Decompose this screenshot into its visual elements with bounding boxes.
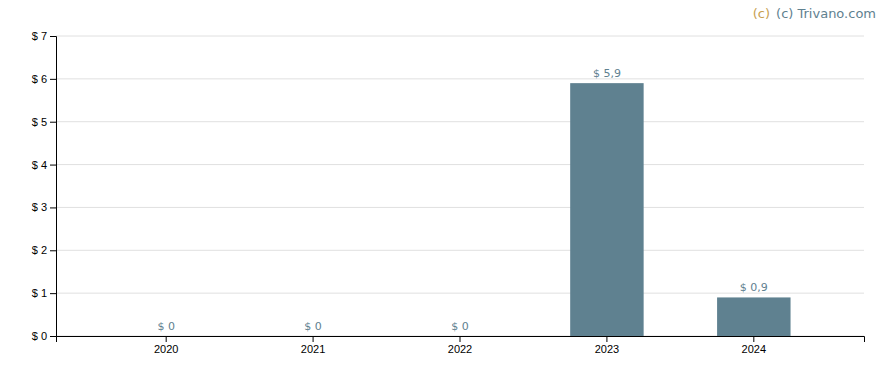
annotations: (c) Trivano.com (c) <box>753 6 876 21</box>
x-tick: 2023 <box>595 336 619 355</box>
y-tick-mark <box>50 79 56 80</box>
y-axis: $ 0 $ 1 $ 2 $ 3 $ 4 $ 5 $ 6 $ 7 <box>32 30 57 342</box>
bar <box>423 336 496 337</box>
grid-line <box>56 164 864 165</box>
x-tick: 2024 <box>742 336 766 355</box>
y-tick-label: $ 6 <box>32 73 47 85</box>
bar <box>717 297 790 336</box>
bars <box>570 83 790 336</box>
y-tick-mark <box>50 293 56 294</box>
bar <box>129 336 202 337</box>
y-tick-mark <box>50 165 56 166</box>
grid-line <box>56 78 864 79</box>
x-tick-mark <box>460 336 461 342</box>
x-tick-mark <box>753 336 754 342</box>
y-tick-mark <box>50 207 56 208</box>
plot-area: $ 0 $ 1 $ 2 $ 3 $ 4 $ 5 $ 6 $ 7 2020 2021 2022 2023… <box>32 30 865 355</box>
x-tick: 2022 <box>448 336 472 355</box>
y-tick-label: $ 1 <box>32 287 47 299</box>
y-tick-label: $ 7 <box>32 30 47 42</box>
y-tick-mark <box>50 122 56 123</box>
y-tick-label: $ 4 <box>32 159 47 171</box>
data-label: $ 0 <box>157 320 175 333</box>
watermark: (c) Trivano.com <box>776 6 876 21</box>
bar <box>570 83 643 336</box>
x-tick-mark <box>606 336 607 342</box>
y-tick: $ 3 <box>32 201 56 213</box>
data-labels: $ 0 $ 0 $ 0 $ 5,9 $ 0,9 <box>157 67 767 333</box>
y-tick-label: $ 0 <box>32 330 47 342</box>
grid-line <box>56 207 864 208</box>
y-tick-mark <box>50 36 56 37</box>
watermark: (c) <box>753 6 770 21</box>
data-label: $ 0 <box>451 320 469 333</box>
x-tick-label: 2024 <box>742 343 766 355</box>
y-tick: $ 0 <box>32 330 56 342</box>
y-tick: $ 2 <box>32 244 56 256</box>
y-tick-mark <box>50 250 56 251</box>
x-axis: 2020 2021 2022 2023 2024 <box>57 336 865 355</box>
x-tick-label: 2020 <box>154 343 178 355</box>
grid-line <box>56 250 864 251</box>
x-tick-label: 2022 <box>448 343 472 355</box>
y-tick: $ 4 <box>32 159 56 171</box>
y-tick: $ 6 <box>32 73 56 85</box>
bar <box>276 336 349 337</box>
grid-line <box>56 121 864 122</box>
y-tick: $ 1 <box>32 287 56 299</box>
y-tick-mark <box>50 336 56 337</box>
x-tick-label: 2023 <box>595 343 619 355</box>
chart: $ 0 $ 1 $ 2 $ 3 $ 4 $ 5 $ 6 $ 7 2020 2021 2022 2023… <box>0 0 888 370</box>
y-axis-line <box>50 37 57 337</box>
data-label: $ 0,9 <box>740 281 768 294</box>
y-tick: $ 5 <box>32 116 56 128</box>
grid-line <box>56 36 864 37</box>
x-tick-mark <box>166 336 167 342</box>
y-tick-label: $ 2 <box>32 244 47 256</box>
x-axis-line <box>57 337 865 343</box>
grid <box>56 36 864 336</box>
y-tick: $ 7 <box>32 30 56 42</box>
x-tick-label: 2021 <box>301 343 325 355</box>
y-tick-label: $ 3 <box>32 201 47 213</box>
data-label: $ 0 <box>304 320 322 333</box>
x-tick: 2021 <box>301 336 325 355</box>
y-tick-label: $ 5 <box>32 116 47 128</box>
data-label: $ 5,9 <box>593 67 621 80</box>
x-tick-mark <box>313 336 314 342</box>
x-tick: 2020 <box>154 336 178 355</box>
